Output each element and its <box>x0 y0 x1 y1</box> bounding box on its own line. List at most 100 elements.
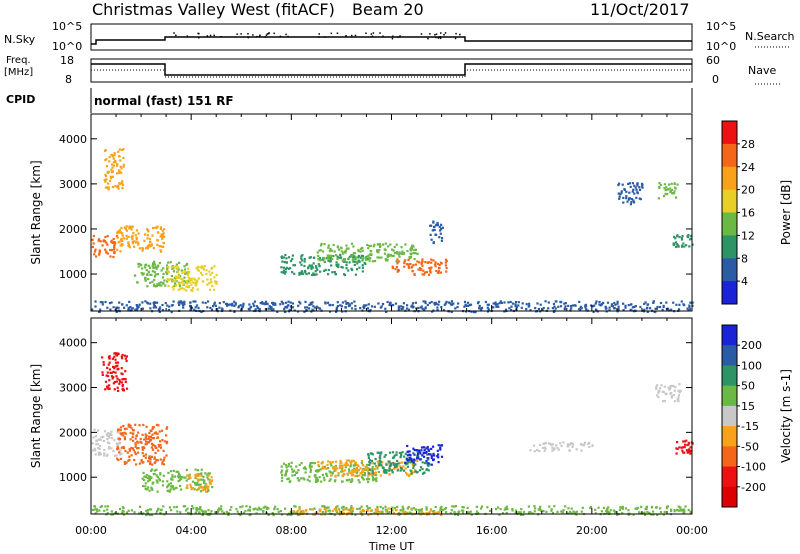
data-cell <box>432 452 435 455</box>
data-cell <box>389 462 392 465</box>
data-cell <box>397 307 400 310</box>
data-cell <box>97 451 100 454</box>
data-cell <box>145 509 148 512</box>
data-cell <box>342 505 345 509</box>
data-cell <box>417 508 420 511</box>
data-cell <box>337 263 340 266</box>
colorbar-segment <box>722 345 737 366</box>
data-cell <box>174 265 177 268</box>
data-cell <box>654 307 657 310</box>
data-cell <box>293 474 296 477</box>
data-cell <box>567 507 570 510</box>
data-cell <box>370 452 373 455</box>
data-cell <box>573 304 576 307</box>
data-cell <box>161 484 165 487</box>
data-cell <box>214 280 217 283</box>
data-cell <box>309 463 312 466</box>
data-cell <box>680 300 683 303</box>
colorbar-tick-label: 12 <box>741 229 755 242</box>
data-cell <box>659 511 663 514</box>
data-cell <box>357 249 360 253</box>
data-cell <box>114 358 117 361</box>
data-cell <box>677 394 681 397</box>
data-cell <box>359 256 362 259</box>
colorbar-segment <box>722 486 737 508</box>
data-cell <box>181 271 184 274</box>
data-cell <box>388 473 391 476</box>
data-cell <box>177 475 180 478</box>
data-cell <box>131 307 134 310</box>
data-cell <box>439 444 442 447</box>
data-cell <box>124 357 127 360</box>
data-cell <box>296 511 299 514</box>
x-tick-label: 16:00 <box>476 524 508 537</box>
data-cell <box>434 265 437 268</box>
data-cell <box>156 273 160 276</box>
data-cell <box>365 463 369 466</box>
data-cell <box>285 257 288 260</box>
data-cell <box>144 482 147 485</box>
data-cell <box>148 455 151 458</box>
data-cell <box>116 386 119 389</box>
data-cell <box>259 302 262 305</box>
data-cell <box>399 452 402 455</box>
data-cell <box>145 434 148 437</box>
data-cell <box>136 281 139 284</box>
data-cell <box>343 258 347 261</box>
data-cell <box>225 302 228 305</box>
data-cell <box>560 301 563 304</box>
nsky-point <box>435 36 437 39</box>
data-cell <box>370 305 374 308</box>
data-cell <box>130 446 133 450</box>
data-cell <box>116 306 119 309</box>
data-cell <box>401 307 404 310</box>
colorbar-segment <box>722 365 737 387</box>
data-cell <box>388 467 391 470</box>
data-cell <box>331 249 334 252</box>
data-cell <box>178 282 181 285</box>
data-cell <box>241 305 244 308</box>
data-cell <box>280 266 283 269</box>
data-cell <box>141 446 144 449</box>
data-cell <box>319 510 322 513</box>
data-cell <box>325 506 328 509</box>
data-cell <box>396 252 399 255</box>
data-cell <box>114 365 117 368</box>
nsky-point <box>285 33 287 36</box>
data-cell <box>346 302 349 305</box>
data-cell <box>141 249 144 252</box>
data-cell <box>279 510 282 513</box>
data-cell <box>414 508 418 511</box>
data-cell <box>117 447 120 450</box>
data-cell <box>636 184 639 187</box>
data-cell <box>486 303 489 306</box>
data-cell <box>411 463 414 466</box>
data-cell <box>152 226 155 230</box>
cpid-label: CPID <box>6 93 35 106</box>
data-cell <box>150 446 153 449</box>
data-cell <box>138 462 141 465</box>
data-cell <box>379 474 382 477</box>
data-cell <box>296 509 299 512</box>
data-cell <box>427 261 430 264</box>
data-cell <box>640 182 644 185</box>
data-cell <box>162 449 165 452</box>
data-cell <box>167 265 170 268</box>
data-cell <box>640 505 643 508</box>
data-cell <box>672 243 675 246</box>
data-cell <box>367 513 370 516</box>
data-cell <box>110 447 113 450</box>
data-cell <box>110 153 113 156</box>
data-cell <box>389 451 392 454</box>
data-cell <box>364 468 367 471</box>
data-cell <box>559 305 563 308</box>
data-cell <box>192 507 195 510</box>
data-cell <box>424 301 427 305</box>
data-cell <box>99 506 102 509</box>
data-cell <box>495 305 498 308</box>
data-cell <box>412 507 415 510</box>
data-cell <box>396 258 399 261</box>
data-cell <box>289 259 293 263</box>
data-cell <box>115 380 118 383</box>
data-cell <box>112 376 115 379</box>
